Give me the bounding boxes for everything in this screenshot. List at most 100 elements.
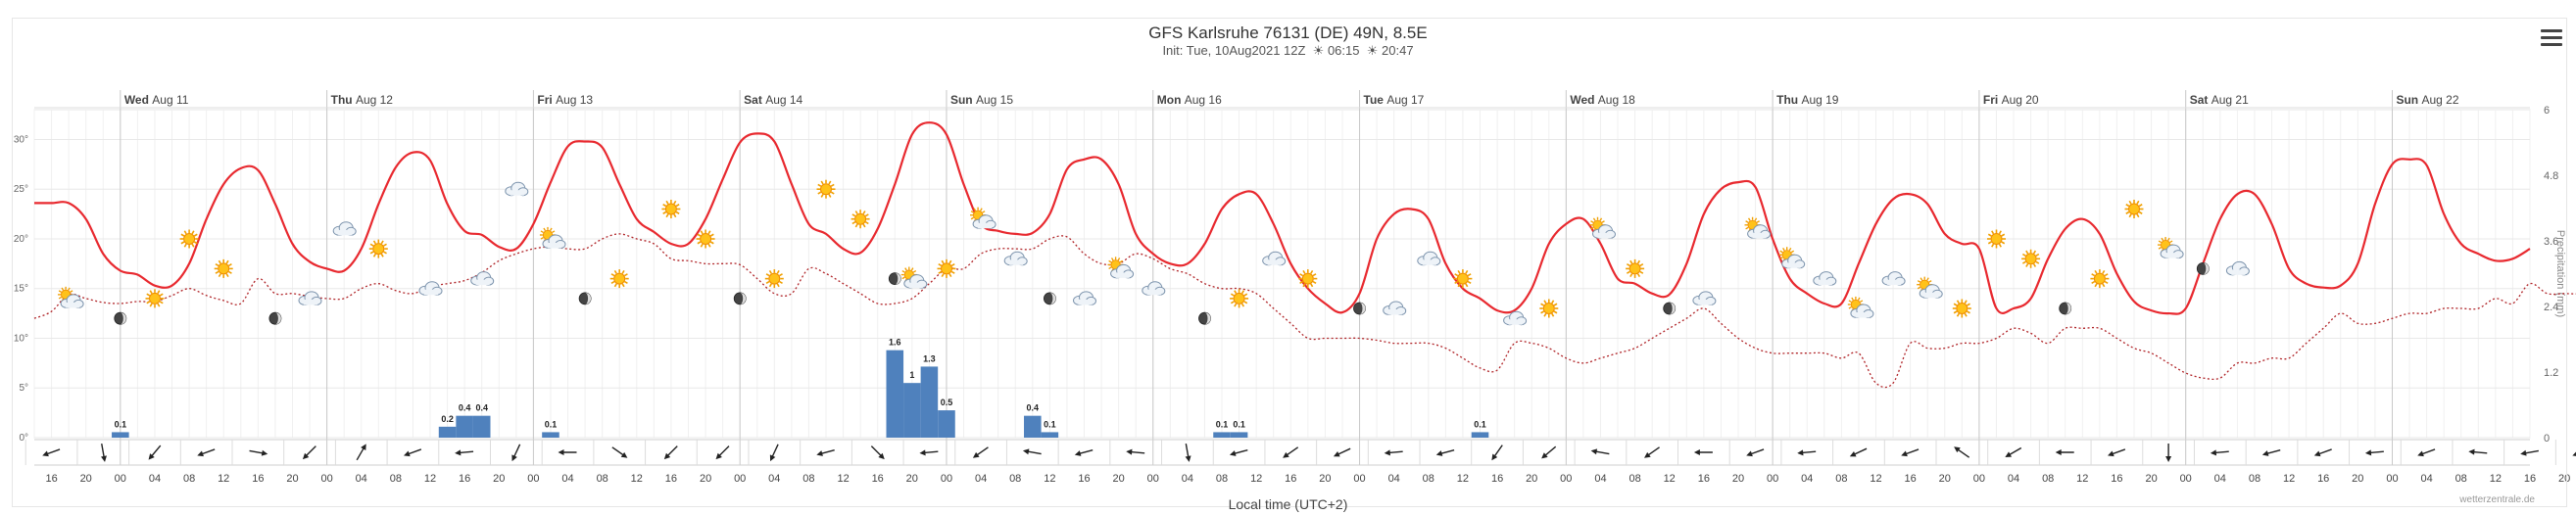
precip-bar: [1213, 432, 1231, 438]
sun-ray: [768, 283, 772, 288]
sun-ray: [1310, 269, 1314, 274]
sun-ray: [1790, 250, 1795, 254]
wind-arrow-head: [1797, 449, 1804, 456]
sun-ray: [1956, 312, 1960, 317]
sun-ray: [1117, 258, 1121, 261]
sun-ray: [621, 283, 625, 288]
wind-arrow-head: [148, 453, 155, 460]
wind-arrow-icon: [404, 448, 422, 457]
wind-arrow-head: [1491, 453, 1498, 461]
cloud-base: [1009, 259, 1024, 265]
wind-arrow-head: [2108, 450, 2114, 457]
sun-ray: [183, 230, 187, 235]
wind-arrow-head: [1283, 451, 1289, 458]
day-label-date: Aug 22: [2421, 93, 2458, 107]
sun-ray: [2125, 204, 2130, 208]
precip-bar: [438, 426, 457, 438]
credit-link[interactable]: wetterzentrale.de: [2459, 494, 2535, 505]
sun-ray: [193, 241, 198, 245]
sun-disc: [664, 203, 677, 215]
sun-ray: [665, 213, 669, 218]
cloud-icon: [1073, 291, 1096, 305]
sun-ray: [912, 269, 917, 273]
partly-cloudy-icon: [58, 286, 84, 308]
sun-ray: [973, 208, 977, 211]
wind-arrow-head: [1229, 450, 1237, 456]
cloud-shape: [1781, 254, 1806, 269]
hour-tick-label: 08: [1009, 473, 1021, 485]
hour-tick-label: 08: [1628, 473, 1640, 485]
hour-tick-label: 16: [1698, 473, 1710, 485]
sun-ray: [1119, 259, 1123, 263]
cloud-base: [304, 299, 317, 305]
sun-ray: [1551, 312, 1555, 317]
wind-arrow-icon: [1590, 448, 1610, 455]
sun-ray: [2001, 233, 2006, 237]
temperature-line: [34, 121, 2531, 315]
chart-title: GFS Karlsruhe 76131 (DE) 49N, 8.5E: [1148, 23, 1428, 42]
sun-icon: [696, 229, 715, 249]
sun-ray: [820, 193, 824, 198]
sun-icon: [2090, 269, 2110, 289]
day-label-weekday: Thu: [331, 93, 356, 107]
moon-icon: [733, 292, 747, 305]
sun-ray: [2169, 240, 2173, 244]
sun-ray: [227, 270, 232, 274]
sun-ray: [830, 183, 835, 187]
sun-ray: [383, 243, 387, 247]
sun-ray: [982, 211, 986, 213]
sun-ray: [828, 193, 832, 198]
sun-ray: [193, 233, 198, 237]
sun-ray: [218, 273, 221, 278]
cloud-base: [1855, 312, 1870, 318]
sun-ray: [1848, 300, 1852, 304]
sun-disc: [2093, 272, 2106, 285]
sun-disc: [820, 183, 832, 196]
sun-ray: [1953, 303, 1958, 306]
day-label: Fri Aug 20: [1983, 93, 2039, 107]
hour-tick-label: 16: [665, 473, 677, 485]
wind-arrow-icon: [2572, 448, 2576, 457]
sun-ray: [1998, 243, 2002, 248]
sun-ray: [159, 301, 164, 304]
sun-ray: [623, 273, 628, 277]
sun-ray: [1601, 220, 1605, 223]
sun-ray: [225, 259, 229, 264]
wind-arrow-head: [769, 454, 776, 462]
wind-arrow-icon: [455, 449, 474, 456]
day-label-weekday: Sat: [744, 93, 765, 107]
moon-lit: [1049, 292, 1056, 304]
sun-ray: [1302, 269, 1306, 274]
precip-bar: [886, 350, 904, 438]
wind-arrow-icon: [511, 444, 521, 462]
day-label-date: Aug 15: [976, 93, 1013, 107]
wind-arrow-head: [816, 450, 823, 456]
temp-tick-label: 10°: [14, 333, 28, 344]
cloud-shape: [1142, 281, 1166, 296]
sun-ray: [2138, 204, 2143, 208]
moon-icon: [114, 311, 127, 325]
precip-tick-label: 3.6: [2544, 236, 2558, 248]
wind-arrow-icon: [1126, 448, 1145, 455]
moon-icon: [1044, 292, 1056, 305]
cloud-base: [548, 243, 561, 249]
cloud-shape: [418, 281, 443, 296]
hour-tick-label: 12: [1044, 473, 1055, 485]
partly-cloudy-icon: [2158, 237, 2184, 259]
day-label-date: Aug 13: [556, 93, 593, 107]
day-label-date: Aug 20: [2002, 93, 2039, 107]
sun-ray: [864, 221, 869, 225]
cloud-base: [1887, 279, 1902, 286]
hour-tick-label: 04: [1182, 473, 1193, 485]
sun-ray: [709, 241, 714, 245]
precip-bar: [1230, 432, 1248, 438]
precip-bar: [938, 410, 955, 438]
sun-ray: [225, 273, 229, 278]
wind-arrow-head: [1746, 450, 1753, 457]
hour-tick-label: 16: [1078, 473, 1090, 485]
sun-ray: [2136, 213, 2140, 218]
chart-menu-button[interactable]: [2541, 29, 2562, 47]
temp-tick-label: 5°: [19, 383, 28, 394]
sun-disc: [372, 243, 385, 256]
sun-ray: [2128, 200, 2132, 205]
